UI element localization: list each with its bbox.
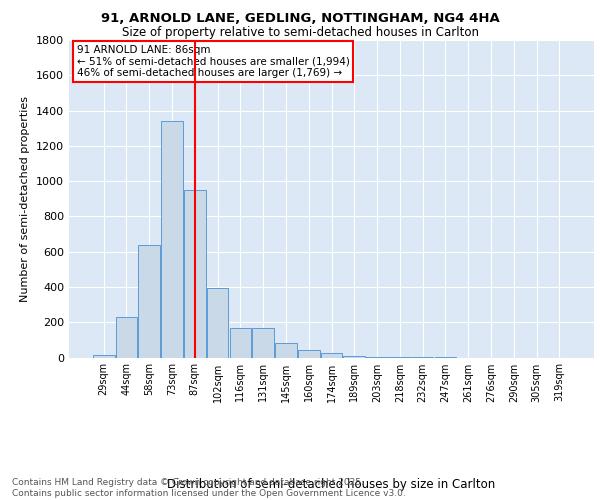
Bar — [366, 356, 388, 358]
Text: 91 ARNOLD LANE: 86sqm
← 51% of semi-detached houses are smaller (1,994)
46% of s: 91 ARNOLD LANE: 86sqm ← 51% of semi-deta… — [77, 45, 350, 78]
Bar — [253, 328, 274, 358]
Bar — [298, 350, 320, 358]
Bar — [139, 244, 160, 358]
Bar — [184, 190, 206, 358]
Bar — [320, 353, 343, 358]
Bar — [343, 356, 365, 358]
Bar — [275, 344, 297, 357]
Bar — [230, 328, 251, 358]
X-axis label: Distribution of semi-detached houses by size in Carlton: Distribution of semi-detached houses by … — [167, 478, 496, 491]
Y-axis label: Number of semi-detached properties: Number of semi-detached properties — [20, 96, 31, 302]
Bar — [161, 121, 183, 358]
Bar — [207, 288, 229, 358]
Text: Contains HM Land Registry data © Crown copyright and database right 2025.
Contai: Contains HM Land Registry data © Crown c… — [12, 478, 406, 498]
Text: 91, ARNOLD LANE, GEDLING, NOTTINGHAM, NG4 4HA: 91, ARNOLD LANE, GEDLING, NOTTINGHAM, NG… — [101, 12, 499, 25]
Text: Size of property relative to semi-detached houses in Carlton: Size of property relative to semi-detach… — [121, 26, 479, 39]
Bar — [116, 317, 137, 358]
Bar — [93, 355, 115, 358]
